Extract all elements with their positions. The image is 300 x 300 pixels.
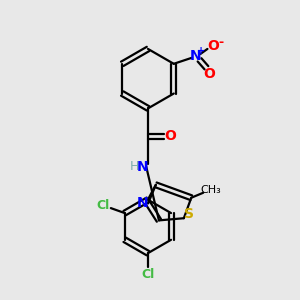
Text: N: N [136,160,148,174]
Text: N: N [136,196,148,210]
Text: S: S [184,207,194,221]
Text: +: + [197,46,206,56]
Text: H: H [130,160,139,173]
Text: O: O [208,39,219,53]
Text: Cl: Cl [141,268,154,281]
Text: Cl: Cl [96,199,110,212]
Text: -: - [219,35,224,49]
Text: O: O [164,129,176,143]
Text: CH₃: CH₃ [201,185,221,195]
Text: N: N [190,49,201,63]
Text: O: O [203,67,215,81]
